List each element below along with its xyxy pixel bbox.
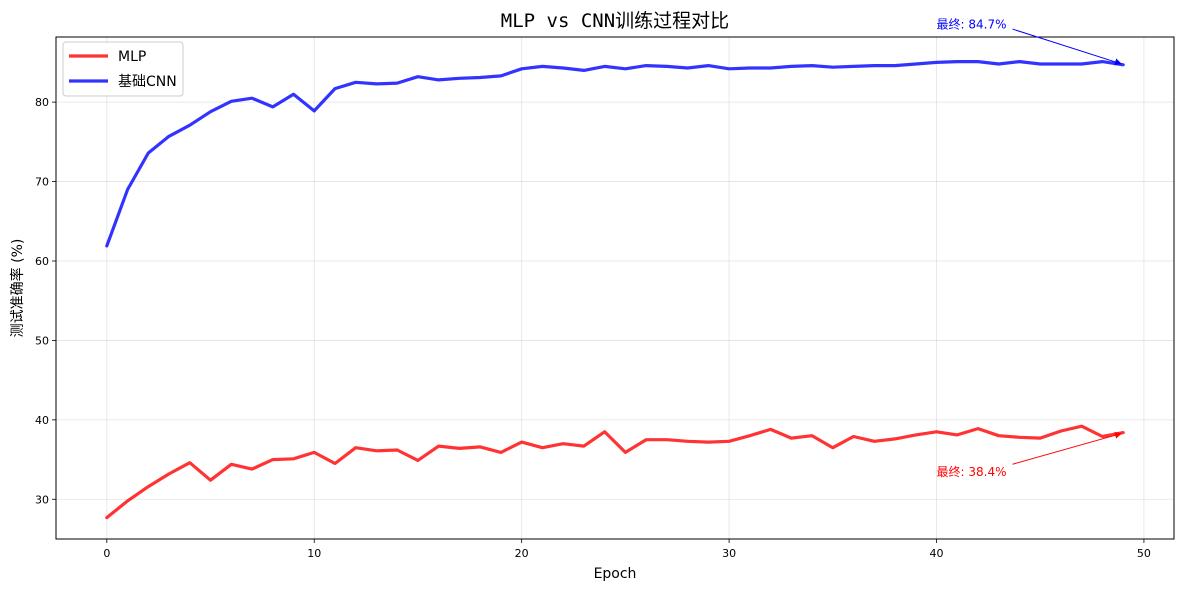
y-tick-label: 50 [35,334,49,347]
annotation-arrow [1012,431,1122,465]
y-axis-label: 测试准确率 (%) [9,239,26,338]
chart-title: MLP vs CNN训练过程对比 [501,10,729,32]
y-tick-label: 40 [35,414,49,427]
legend-label: MLP [118,49,146,65]
annotations: 最终: 38.4% 最终: 84.7% [937,17,1122,479]
series-line-1 [105,59,1125,248]
y-tick-label: 30 [35,493,49,506]
plot-frame [55,36,1175,540]
y-tick-label: 70 [35,176,49,189]
legend: MLP 基础CNN [62,41,184,97]
y-tick-label: 60 [35,255,49,268]
grid [56,37,1174,539]
x-tick-label: 30 [722,547,736,560]
series-line-0 [105,424,1125,520]
x-tick-label: 50 [1137,547,1151,560]
series-layer [105,59,1125,520]
x-tick-label: 40 [930,547,944,560]
annotation-text: 最终: 84.7% [937,17,1007,32]
x-axis-label: Epoch [594,566,637,582]
x-tick-label: 10 [307,547,321,560]
y-axis-ticks: 30 40 50 60 70 80 [35,96,56,506]
x-axis-ticks: 0 10 20 30 40 50 [103,539,1151,560]
annotation-text: 最终: 38.4% [937,464,1007,479]
x-tick-label: 0 [103,547,110,560]
y-tick-label: 80 [35,96,49,109]
x-tick-label: 20 [515,547,529,560]
annotation-arrow [1012,28,1122,66]
legend-label: 基础CNN [118,73,177,90]
